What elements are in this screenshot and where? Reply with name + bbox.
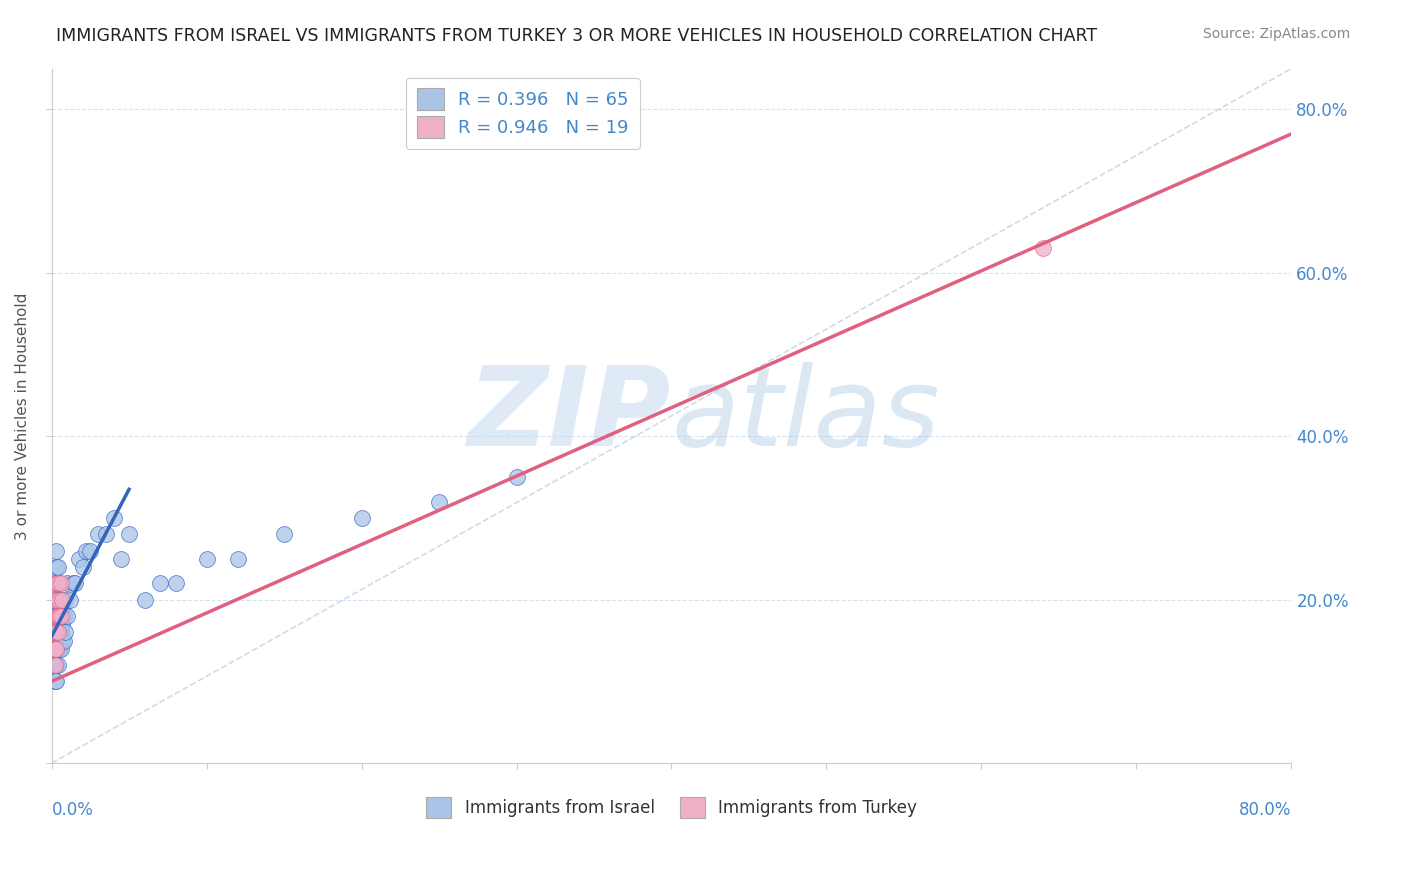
Point	[44, 641, 66, 656]
Point	[226, 551, 249, 566]
Point	[45, 543, 67, 558]
Point	[45, 641, 67, 656]
Point	[48, 609, 70, 624]
Point	[48, 592, 70, 607]
Text: 80.0%: 80.0%	[1239, 801, 1292, 820]
Point	[55, 625, 77, 640]
Point	[55, 592, 77, 607]
Point	[59, 592, 82, 607]
Point	[79, 543, 101, 558]
Point	[45, 576, 67, 591]
Point	[56, 609, 79, 624]
Point	[49, 609, 72, 624]
Point	[75, 543, 97, 558]
Point	[42, 641, 65, 656]
Point	[44, 576, 66, 591]
Point	[46, 609, 69, 624]
Y-axis label: 3 or more Vehicles in Household: 3 or more Vehicles in Household	[15, 293, 30, 540]
Point	[49, 625, 72, 640]
Point	[45, 625, 67, 640]
Point	[46, 641, 69, 656]
Point	[42, 625, 65, 640]
Point	[44, 658, 66, 673]
Point	[45, 592, 67, 607]
Point	[45, 609, 67, 624]
Text: ZIP: ZIP	[468, 362, 672, 469]
Point	[45, 658, 67, 673]
Point	[45, 576, 67, 591]
Point	[51, 617, 73, 632]
Point	[110, 551, 132, 566]
Point	[195, 551, 218, 566]
Point	[56, 576, 79, 591]
Point	[45, 641, 67, 656]
Point	[44, 625, 66, 640]
Point	[44, 609, 66, 624]
Point	[48, 641, 70, 656]
Point	[72, 560, 94, 574]
Point	[87, 527, 110, 541]
Text: IMMIGRANTS FROM ISRAEL VS IMMIGRANTS FROM TURKEY 3 OR MORE VEHICLES IN HOUSEHOLD: IMMIGRANTS FROM ISRAEL VS IMMIGRANTS FRO…	[56, 27, 1097, 45]
Text: atlas: atlas	[672, 362, 941, 469]
Point	[52, 609, 75, 624]
Point	[49, 592, 72, 607]
Point	[46, 625, 69, 640]
Point	[49, 576, 72, 591]
Point	[42, 625, 65, 640]
Point	[273, 527, 295, 541]
Point	[46, 592, 69, 607]
Point	[149, 576, 172, 591]
Point	[52, 633, 75, 648]
Point	[51, 600, 73, 615]
Point	[48, 592, 70, 607]
Point	[165, 576, 187, 591]
Point	[67, 551, 90, 566]
Point	[45, 609, 67, 624]
Point	[48, 576, 70, 591]
Point	[1032, 241, 1054, 255]
Point	[45, 560, 67, 574]
Point	[134, 592, 156, 607]
Point	[45, 625, 67, 640]
Text: 0.0%: 0.0%	[52, 801, 93, 820]
Point	[350, 511, 373, 525]
Point	[62, 576, 84, 591]
Point	[46, 658, 69, 673]
Point	[427, 494, 450, 508]
Point	[46, 625, 69, 640]
Point	[44, 625, 66, 640]
Point	[46, 609, 69, 624]
Point	[44, 592, 66, 607]
Point	[48, 609, 70, 624]
Point	[49, 609, 72, 624]
Legend: Immigrants from Israel, Immigrants from Turkey: Immigrants from Israel, Immigrants from …	[419, 790, 924, 824]
Point	[44, 592, 66, 607]
Point	[42, 609, 65, 624]
Text: Source: ZipAtlas.com: Source: ZipAtlas.com	[1202, 27, 1350, 41]
Point	[44, 674, 66, 689]
Point	[42, 641, 65, 656]
Point	[51, 633, 73, 648]
Point	[49, 641, 72, 656]
Point	[46, 560, 69, 574]
Point	[44, 658, 66, 673]
Point	[63, 576, 86, 591]
Point	[44, 641, 66, 656]
Point	[118, 527, 141, 541]
Point	[45, 674, 67, 689]
Point	[94, 527, 117, 541]
Point	[46, 576, 69, 591]
Point	[103, 511, 125, 525]
Point	[505, 470, 527, 484]
Point	[51, 592, 73, 607]
Point	[48, 625, 70, 640]
Point	[46, 576, 69, 591]
